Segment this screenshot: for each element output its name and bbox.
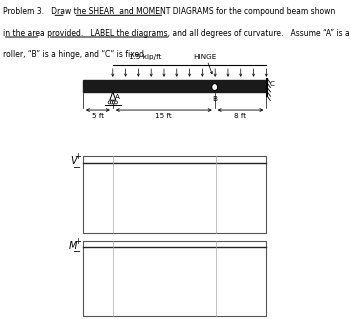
Text: +: + [74,237,81,246]
Text: −: − [72,163,81,173]
Circle shape [212,84,218,91]
Text: A: A [115,94,120,100]
Text: Problem 3.   Draw the SHEAR  and MOMENT DIAGRAMS for the compound beam shown: Problem 3. Draw the SHEAR and MOMENT DIA… [3,7,335,16]
Text: 5 ft: 5 ft [92,113,104,119]
Circle shape [108,101,111,104]
Text: in the area provided.   LABEL the diagrams, and all degrees of curvature.   Assu: in the area provided. LABEL the diagrams… [3,29,349,38]
Text: 8 ft: 8 ft [234,113,247,119]
Text: −: − [72,247,81,257]
Text: B: B [212,96,217,102]
Text: V: V [70,156,77,166]
Text: C: C [270,81,275,87]
Text: HINGE: HINGE [194,54,217,60]
Text: M: M [69,241,77,251]
Text: 1.5 kip/ft: 1.5 kip/ft [129,54,162,60]
Circle shape [110,101,113,104]
Text: roller, “B” is a hinge, and “C” is fixed.: roller, “B” is a hinge, and “C” is fixed… [3,50,146,59]
Circle shape [115,101,117,104]
Polygon shape [110,92,116,100]
Bar [83,80,266,92]
Circle shape [112,101,115,104]
Text: +: + [74,152,81,161]
Text: 15 ft: 15 ft [155,113,172,119]
